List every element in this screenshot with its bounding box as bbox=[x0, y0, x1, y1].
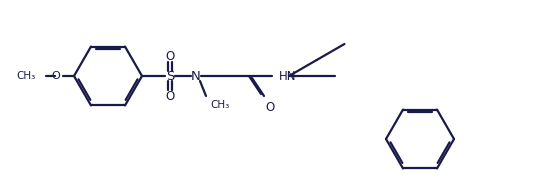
Text: O: O bbox=[165, 49, 174, 62]
Text: O: O bbox=[51, 71, 60, 81]
Text: S: S bbox=[166, 70, 174, 83]
Text: CH₃: CH₃ bbox=[210, 100, 229, 110]
Text: CH₃: CH₃ bbox=[17, 71, 36, 81]
Text: HN: HN bbox=[279, 70, 296, 83]
Text: O: O bbox=[165, 90, 174, 103]
Text: O: O bbox=[265, 101, 274, 114]
Text: N: N bbox=[191, 70, 201, 83]
